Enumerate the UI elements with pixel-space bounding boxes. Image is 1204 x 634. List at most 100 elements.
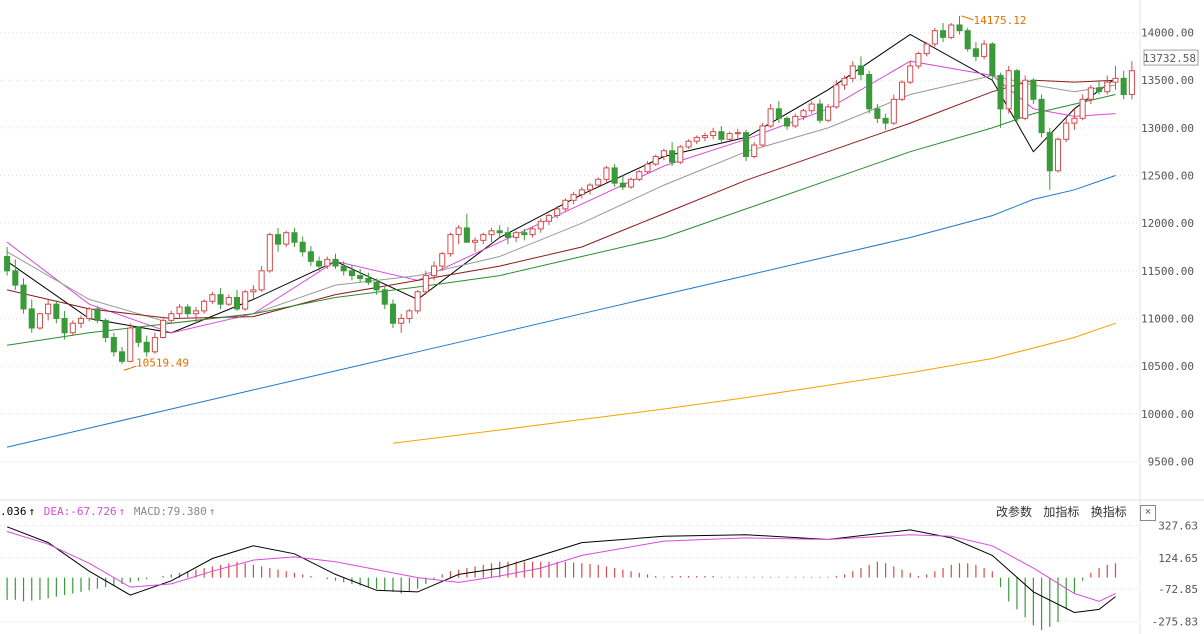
macd-arrow-icon: ↑: [208, 505, 216, 518]
dea-value: DEA:-67.726: [43, 505, 117, 518]
candle: [1104, 75, 1111, 95]
candle: [184, 304, 191, 319]
candle: [915, 51, 922, 69]
price-tick-label: 12500.00: [1141, 170, 1194, 183]
dif-arrow-icon: ↑: [28, 505, 36, 518]
candle: [1087, 85, 1094, 105]
price-tick-label: 10500.00: [1141, 360, 1194, 373]
candle: [964, 27, 971, 52]
candle: [1054, 137, 1062, 173]
candle: [1063, 118, 1070, 143]
candle: [595, 177, 602, 187]
candle: [931, 27, 938, 47]
candle: [1005, 65, 1012, 114]
candle: [225, 294, 232, 307]
candle: [989, 42, 996, 81]
candle: [258, 266, 265, 292]
candle: [554, 206, 561, 219]
candle: [373, 278, 380, 295]
candle: [751, 142, 758, 159]
candle: [1112, 65, 1119, 90]
macd-grid: [0, 525, 1138, 622]
candle: [1030, 78, 1037, 105]
price-tick-label: 11000.00: [1141, 312, 1194, 325]
candle: [414, 289, 421, 314]
ma20-line: [6, 74, 1116, 324]
candle: [398, 313, 405, 333]
candle: [488, 227, 495, 243]
candle: [685, 139, 692, 149]
price-tick-label: 12000.00: [1141, 217, 1194, 230]
candle: [742, 129, 750, 162]
dea-line: [6, 531, 1116, 602]
candle: [69, 320, 76, 336]
candle: [233, 289, 241, 311]
candle: [472, 237, 479, 252]
candle: [923, 42, 930, 57]
close-icon[interactable]: ×: [1140, 504, 1157, 521]
ma30-line: [6, 79, 1116, 320]
candle: [1071, 108, 1078, 130]
change-params-button[interactable]: 改参数: [996, 505, 1033, 519]
candle: [176, 304, 183, 319]
price-tick-label: 9500.00: [1148, 455, 1194, 468]
candle: [767, 104, 774, 128]
candle: [874, 104, 881, 124]
candle: [127, 323, 134, 363]
candle: [422, 270, 429, 295]
candle: [784, 116, 791, 130]
ma250-line: [392, 322, 1116, 444]
candle: [882, 113, 889, 130]
candle: [168, 310, 175, 324]
candle: [53, 300, 60, 324]
candle: [307, 246, 314, 267]
switch-indicator-button[interactable]: 换指标: [1090, 505, 1127, 519]
candle: [792, 113, 799, 128]
candle: [143, 335, 150, 357]
macd-histogram: [6, 561, 1117, 630]
candle: [701, 132, 709, 142]
ma120-line: [6, 175, 1116, 448]
candle: [217, 287, 224, 309]
candle: [480, 232, 487, 245]
candle: [644, 161, 651, 174]
candle: [160, 318, 167, 339]
candle: [266, 232, 273, 273]
macd-tick-label: -275.83: [1152, 615, 1198, 628]
candle: [981, 40, 988, 60]
price-tick-label: 11500.00: [1141, 265, 1194, 278]
candle: [1120, 70, 1127, 100]
candle: [940, 23, 947, 43]
candle: [833, 80, 840, 109]
moving-average-lines: [6, 33, 1116, 448]
candle: [1046, 127, 1053, 190]
candle: [447, 232, 454, 257]
indicator-controls: 改参数 加指标 换指标 ×: [996, 503, 1157, 521]
candle: [759, 123, 766, 147]
candle: [209, 291, 216, 305]
candle: [866, 70, 873, 114]
candle: [537, 218, 544, 233]
candle: [151, 332, 158, 354]
price-tick-label: 13500.00: [1141, 74, 1194, 87]
candle: [907, 61, 914, 85]
candle: [849, 61, 856, 83]
candle: [513, 230, 520, 243]
high-annotation: 14175.12: [973, 14, 1026, 27]
candle: [28, 299, 35, 333]
candle: [439, 251, 446, 271]
candle: [997, 72, 1004, 128]
candle: [250, 285, 257, 300]
candle: [4, 247, 11, 276]
candle: [726, 131, 733, 143]
candlestick-series: [4, 15, 1135, 365]
macd-value: MACD:79.380: [133, 505, 207, 518]
price-tick-label: 10000.00: [1141, 408, 1194, 421]
candle: [455, 225, 462, 245]
candle: [316, 256, 323, 271]
macd-tick-label: -72.85: [1158, 583, 1198, 596]
candle: [348, 265, 355, 281]
dea-arrow-icon: ↑: [118, 505, 126, 518]
add-indicator-button[interactable]: 加指标: [1043, 505, 1080, 519]
candle: [734, 128, 741, 140]
